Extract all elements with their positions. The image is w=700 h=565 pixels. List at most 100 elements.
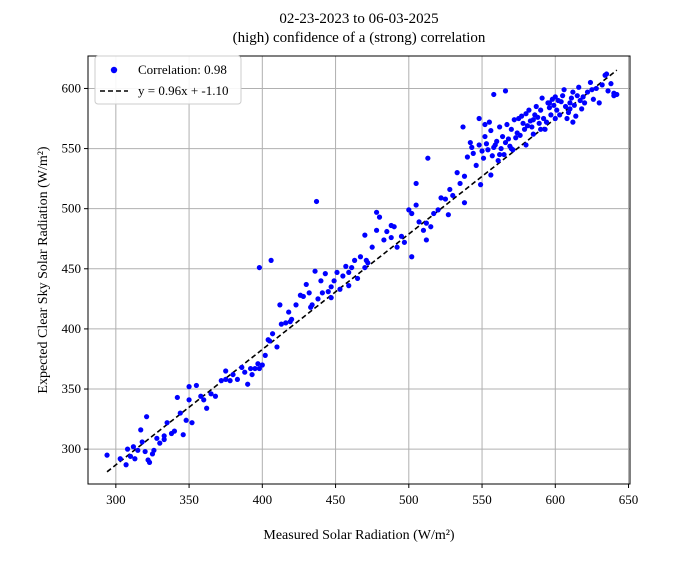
data-point bbox=[584, 89, 591, 95]
y-tick-label: 300 bbox=[62, 441, 82, 456]
data-point bbox=[376, 214, 383, 220]
data-point bbox=[318, 278, 324, 284]
data-point bbox=[322, 271, 328, 277]
data-point bbox=[127, 453, 134, 459]
data-point bbox=[461, 173, 468, 179]
data-point bbox=[447, 186, 453, 193]
data-point bbox=[562, 103, 569, 110]
data-point bbox=[546, 105, 553, 111]
legend-entry-correlation: Correlation: 0.98 bbox=[138, 62, 227, 77]
legend-marker-scatter bbox=[110, 66, 118, 74]
data-point bbox=[495, 157, 501, 164]
data-point bbox=[587, 79, 594, 86]
data-point bbox=[381, 237, 387, 243]
data-point bbox=[502, 88, 509, 94]
data-point bbox=[581, 100, 588, 106]
data-point bbox=[589, 87, 595, 93]
data-point bbox=[535, 114, 541, 120]
data-point bbox=[488, 172, 494, 178]
data-point bbox=[343, 263, 349, 269]
data-point bbox=[520, 120, 526, 126]
data-point bbox=[593, 85, 599, 92]
data-point bbox=[552, 94, 558, 100]
data-point bbox=[312, 268, 318, 274]
data-point bbox=[494, 138, 500, 144]
data-point bbox=[542, 126, 548, 132]
x-tick-label: 500 bbox=[399, 492, 419, 507]
data-point bbox=[519, 113, 525, 119]
data-point bbox=[259, 362, 265, 368]
data-point bbox=[579, 106, 585, 112]
data-point bbox=[300, 293, 306, 300]
data-point bbox=[482, 121, 488, 128]
data-point bbox=[476, 115, 482, 122]
data-point bbox=[352, 257, 358, 263]
data-point bbox=[349, 264, 355, 271]
data-point bbox=[117, 456, 123, 462]
x-tick-label: 650 bbox=[619, 492, 639, 507]
data-point bbox=[337, 286, 343, 292]
data-point bbox=[328, 284, 334, 290]
data-point bbox=[249, 371, 255, 378]
data-point bbox=[523, 142, 529, 148]
axis-ticks: 300 350 400 450 500 550 600 650 300 350 400 450 500 5… bbox=[62, 80, 639, 507]
data-point bbox=[571, 102, 577, 108]
data-point bbox=[596, 100, 602, 106]
data-point bbox=[491, 91, 497, 98]
data-point bbox=[530, 131, 536, 137]
data-point bbox=[464, 154, 470, 160]
data-point bbox=[142, 448, 148, 455]
data-point bbox=[139, 439, 145, 445]
data-point bbox=[533, 103, 539, 110]
data-point bbox=[186, 397, 192, 403]
data-point bbox=[204, 405, 210, 411]
data-point bbox=[513, 135, 519, 141]
data-point bbox=[538, 126, 544, 132]
data-point bbox=[334, 269, 340, 276]
data-point bbox=[218, 378, 224, 384]
data-point bbox=[269, 331, 276, 337]
data-point bbox=[523, 111, 529, 117]
y-tick-label: 600 bbox=[62, 80, 82, 95]
data-point bbox=[431, 210, 437, 217]
data-point bbox=[561, 87, 567, 93]
data-point bbox=[570, 89, 576, 95]
data-point bbox=[177, 410, 183, 416]
data-point bbox=[248, 365, 254, 372]
data-point bbox=[245, 381, 251, 387]
chart-title-line-1: 02-23-2023 to 06-03-2025 bbox=[279, 11, 438, 27]
data-point bbox=[252, 365, 258, 372]
data-point bbox=[398, 233, 405, 239]
data-point bbox=[193, 382, 199, 389]
data-point bbox=[476, 142, 482, 148]
data-point bbox=[315, 296, 321, 302]
data-point bbox=[573, 113, 579, 119]
data-point bbox=[146, 459, 153, 465]
data-point bbox=[502, 139, 509, 146]
data-point bbox=[277, 302, 283, 308]
data-point bbox=[143, 414, 150, 420]
data-point bbox=[384, 228, 390, 235]
data-point bbox=[325, 289, 331, 295]
data-point bbox=[485, 147, 491, 153]
data-point bbox=[401, 239, 408, 245]
data-point bbox=[469, 144, 475, 150]
data-point bbox=[538, 107, 544, 113]
y-tick-label: 550 bbox=[62, 141, 82, 156]
data-point bbox=[605, 88, 611, 94]
data-point bbox=[413, 202, 419, 208]
data-point bbox=[212, 393, 219, 399]
data-point bbox=[603, 71, 610, 77]
data-point bbox=[293, 302, 299, 308]
plot-area-frame bbox=[87, 55, 631, 485]
data-point bbox=[499, 133, 506, 140]
fit-line bbox=[106, 69, 618, 473]
data-point bbox=[501, 151, 507, 158]
data-point bbox=[423, 237, 429, 243]
data-point bbox=[554, 107, 560, 113]
data-point bbox=[526, 107, 532, 113]
data-point bbox=[164, 420, 170, 426]
data-point bbox=[477, 182, 484, 188]
data-point bbox=[255, 361, 261, 367]
data-point bbox=[420, 227, 427, 233]
